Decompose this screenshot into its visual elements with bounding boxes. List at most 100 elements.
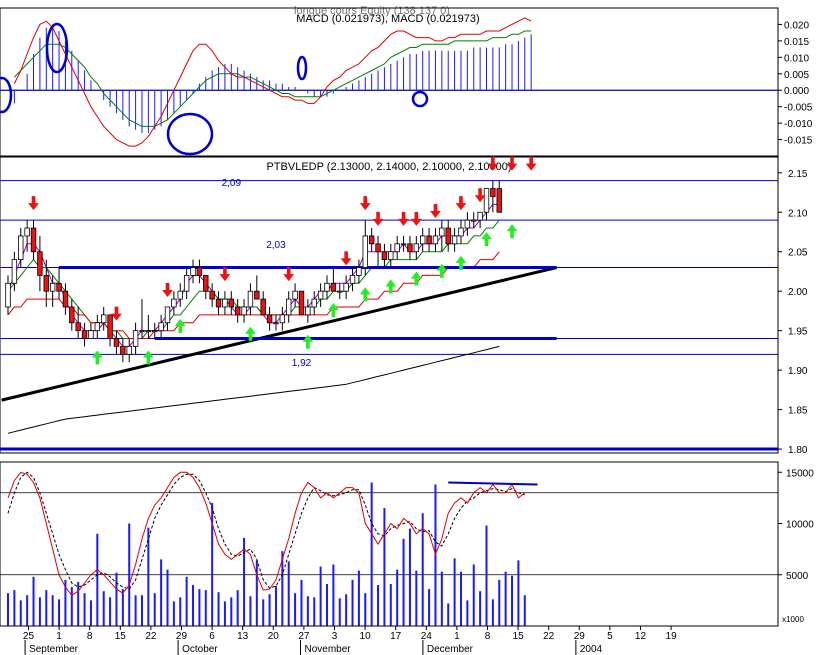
candle-up: [177, 290, 183, 300]
x-axis-tick-label: 19: [666, 631, 678, 642]
candle-up: [94, 322, 101, 332]
macd-y-tick-label: 0.000: [784, 86, 809, 97]
stochastic-y-tick-label: 5000: [786, 571, 809, 582]
candle-down: [375, 243, 381, 253]
macd-panel: longue cours Equity (138 137 0) MACD (0.…: [0, 5, 813, 157]
x-axis-tick-label: 5: [607, 631, 613, 642]
candle-up: [273, 322, 279, 325]
candle-up: [190, 267, 196, 276]
sell-signal-arrow: [372, 211, 384, 226]
candle-up: [400, 243, 407, 246]
candle-up: [5, 282, 11, 308]
candle-down: [228, 298, 234, 308]
candle-up: [458, 227, 464, 237]
stochastic-y-tick-label: 10000: [786, 520, 814, 531]
x-axis-tick-label: 24: [421, 631, 433, 642]
sell-signal-arrow: [359, 196, 371, 211]
macd-y-tick-label: 0.010: [784, 53, 809, 64]
candle-up: [413, 243, 420, 253]
macd-y-tick-label: 0.020: [784, 20, 809, 31]
candle-down: [368, 235, 375, 245]
candle-up: [132, 330, 139, 347]
macd-y-tick-label: -0.010: [784, 119, 813, 130]
macd-y-tick-label: -0.005: [784, 103, 813, 114]
candle-down: [496, 188, 502, 213]
candle-down: [254, 290, 260, 300]
stochastic-volume-panel: 15000 10000 5000 x1000: [0, 461, 814, 627]
candle-up: [451, 235, 458, 245]
x-axis-tick-label: 13: [237, 631, 249, 642]
candle-up: [152, 330, 158, 333]
candle-up: [337, 290, 343, 293]
candle-up: [222, 298, 228, 308]
macd-highlight-circle: [0, 76, 13, 114]
candle-up: [139, 330, 145, 333]
candle-down: [266, 314, 273, 324]
price-y-tick-label: 1.80: [788, 445, 808, 456]
candle-down: [445, 227, 451, 245]
price-level-annotation: 1,92: [292, 358, 312, 369]
price-panel: PTBVLEDP (2.13000, 2.14000, 2.10000, 2.1…: [0, 156, 808, 456]
buy-signal-arrow: [174, 318, 186, 333]
x-axis-tick-label: 17: [390, 631, 402, 642]
candle-down: [209, 290, 215, 300]
macd-line: [13, 17, 532, 147]
macd-highlight-circle: [45, 22, 69, 74]
candle-up: [164, 306, 171, 324]
candle-up: [126, 346, 132, 355]
macd-lines: [13, 17, 532, 147]
sell-signal-arrow: [283, 267, 295, 282]
candle-up: [88, 330, 94, 339]
stochastic-y-tick-label: 15000: [786, 468, 814, 479]
buy-signal-arrow: [91, 350, 103, 365]
candle-up: [343, 282, 349, 292]
candle-up: [305, 306, 311, 316]
macd-highlight-circle: [296, 55, 308, 81]
candle-down: [69, 306, 75, 324]
sell-signal-arrow: [525, 156, 537, 171]
buy-signal-arrow: [481, 232, 492, 247]
candle-down: [113, 338, 120, 347]
price-title: PTBVLEDP (2.13000, 2.14000, 2.10000, 2.1…: [266, 161, 511, 173]
month-label: December: [427, 644, 474, 655]
candle-down: [215, 298, 222, 308]
candle-up: [171, 298, 177, 308]
sell-signal-arrow: [398, 211, 409, 226]
price-annotations: 2,09 2,03 1,92: [222, 178, 312, 369]
macd-y-tick-label: 0.015: [784, 37, 809, 48]
candle-up: [464, 219, 471, 229]
rising-trend-line: [1, 266, 558, 402]
volume-scale-tag: x1000: [782, 615, 804, 624]
candle-down: [260, 298, 266, 316]
x-axis-tick-label: 8: [87, 631, 93, 642]
price-trend-lines: [1, 266, 558, 402]
candle-down: [203, 274, 209, 292]
price-signal-arrows: [28, 156, 537, 365]
macd-highlight-circles: [0, 22, 429, 156]
candle-up: [158, 322, 164, 332]
moving-average-ma200: [7, 345, 500, 434]
candle-up: [394, 243, 400, 253]
candle-down: [81, 330, 88, 339]
candle-up: [439, 227, 445, 237]
price-y-tick-label: 2.10: [788, 208, 808, 219]
price-y-tick-label: 2.00: [788, 287, 808, 298]
price-y-tick-label: 1.95: [788, 327, 808, 338]
buy-signal-arrow: [359, 287, 371, 302]
candle-up: [286, 298, 292, 316]
candle-down: [196, 267, 203, 276]
sell-signal-arrow: [340, 251, 352, 266]
x-axis-tick-label: 3: [332, 631, 338, 642]
buy-signal-arrow: [385, 279, 397, 294]
price-y-tick-label: 2.05: [788, 248, 808, 259]
x-axis-tick-label: 27: [298, 631, 310, 642]
price-panel-frame: [0, 156, 779, 454]
buy-signal-arrow: [302, 334, 314, 349]
candle-up: [317, 290, 324, 300]
candle-down: [120, 346, 126, 355]
stochastic-marks: [448, 481, 538, 486]
sell-signal-arrow: [162, 282, 173, 297]
buy-signal-arrow: [245, 326, 256, 341]
x-axis-tick-label: 22: [145, 631, 157, 642]
x-axis: 25 1 8 15 22 29 6 13 20 27 3 10 17 24 1 8 15 22 29 5 12 19 Sep…: [0, 625, 778, 655]
